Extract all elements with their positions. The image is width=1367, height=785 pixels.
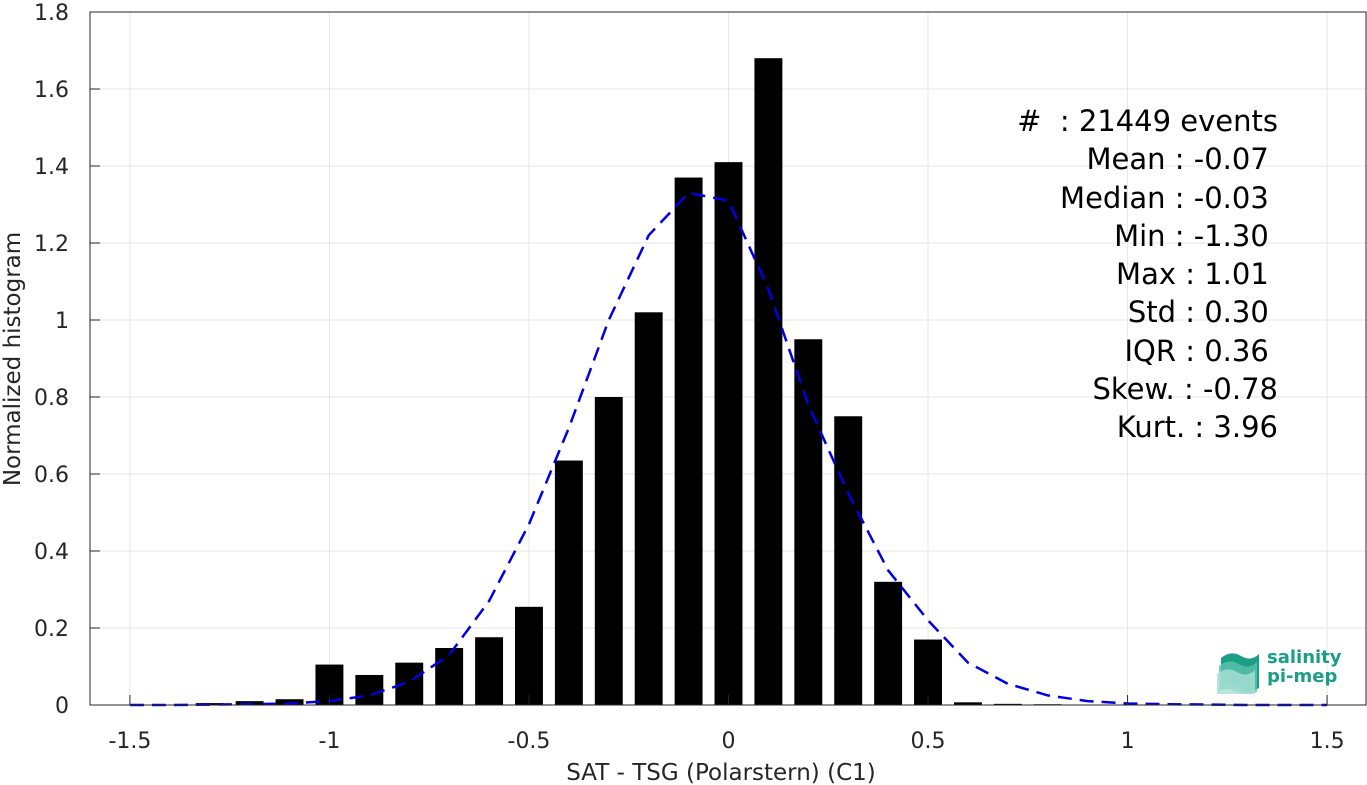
y-axis-ticks: 0 0.2 0.4 0.6 0.8 1 1.2 1.4 1.6 1.8	[34, 1, 100, 719]
histogram-bar	[475, 637, 504, 705]
x-tick-label: -1.5	[108, 729, 151, 754]
x-axis-label: SAT - TSG (Polarstern) (C1)	[566, 760, 875, 785]
histogram-bar	[554, 460, 583, 705]
y-tick-label: 1.4	[34, 155, 69, 180]
stats-line: Skew. : -0.78	[1092, 372, 1278, 407]
histogram-bar	[634, 312, 663, 705]
y-tick-label: 0.6	[34, 463, 69, 488]
stats-line: # : 21449 events	[1017, 104, 1278, 138]
y-tick-label: 1.6	[34, 78, 69, 103]
stats-line: Mean : -0.07	[1086, 142, 1278, 177]
stats-line: Kurt. : 3.96	[1116, 410, 1278, 445]
histogram-bar	[395, 662, 424, 705]
y-tick-label: 0.2	[34, 617, 69, 642]
x-tick-label: -1	[318, 729, 340, 754]
y-tick-label: 0	[55, 694, 69, 719]
histogram-bar	[674, 177, 703, 706]
histogram-bar	[993, 703, 1022, 705]
histogram-bar	[275, 699, 304, 705]
histogram-bar	[355, 674, 384, 705]
histogram-bar	[834, 416, 863, 705]
y-tick-label: 0.4	[34, 540, 69, 565]
histogram-bar	[714, 162, 743, 705]
y-tick-label: 1	[55, 309, 69, 334]
x-tick-label: 1	[1121, 729, 1135, 754]
y-tick-label: 0.8	[34, 386, 69, 411]
stats-line: Max : 1.01	[1116, 257, 1278, 292]
y-tick-label: 1.8	[34, 1, 69, 26]
histogram-bar	[594, 397, 623, 705]
histogram-bar	[435, 648, 464, 705]
y-axis-label: Normalized histogram	[0, 232, 26, 486]
x-axis-ticks: -1.5 -1 -0.5 0 0.5 1 1.5	[108, 695, 1345, 754]
histogram-bar	[794, 339, 823, 705]
histogram-bar	[515, 606, 543, 705]
stats-line: IQR : 0.36	[1124, 333, 1278, 368]
salinity-pi-mep-logo: salinity pi-mep	[1217, 648, 1347, 694]
logo-line-salinity: salinity	[1267, 647, 1342, 668]
stats-line: Min : -1.30	[1114, 218, 1278, 253]
x-tick-label: -0.5	[508, 729, 551, 754]
histogram-bars	[195, 58, 1062, 706]
histogram-bar	[953, 702, 982, 705]
stats-line: Std : 0.30	[1127, 295, 1278, 330]
stats-annotation: # : 21449 events Mean : -0.07 Median : -0…	[1017, 102, 1278, 447]
x-tick-label: 1.5	[1310, 729, 1345, 754]
histogram-bar	[754, 58, 783, 705]
histogram-bar	[874, 581, 903, 705]
x-tick-label: 0	[722, 729, 736, 754]
y-tick-label: 1.2	[34, 232, 69, 257]
histogram-bar	[914, 639, 942, 705]
logo-line-pi-mep: pi-mep	[1267, 666, 1338, 687]
stats-line: Median : -0.03	[1060, 180, 1278, 215]
x-tick-label: 0.5	[911, 729, 946, 754]
wave-logo-icon	[1217, 653, 1259, 694]
